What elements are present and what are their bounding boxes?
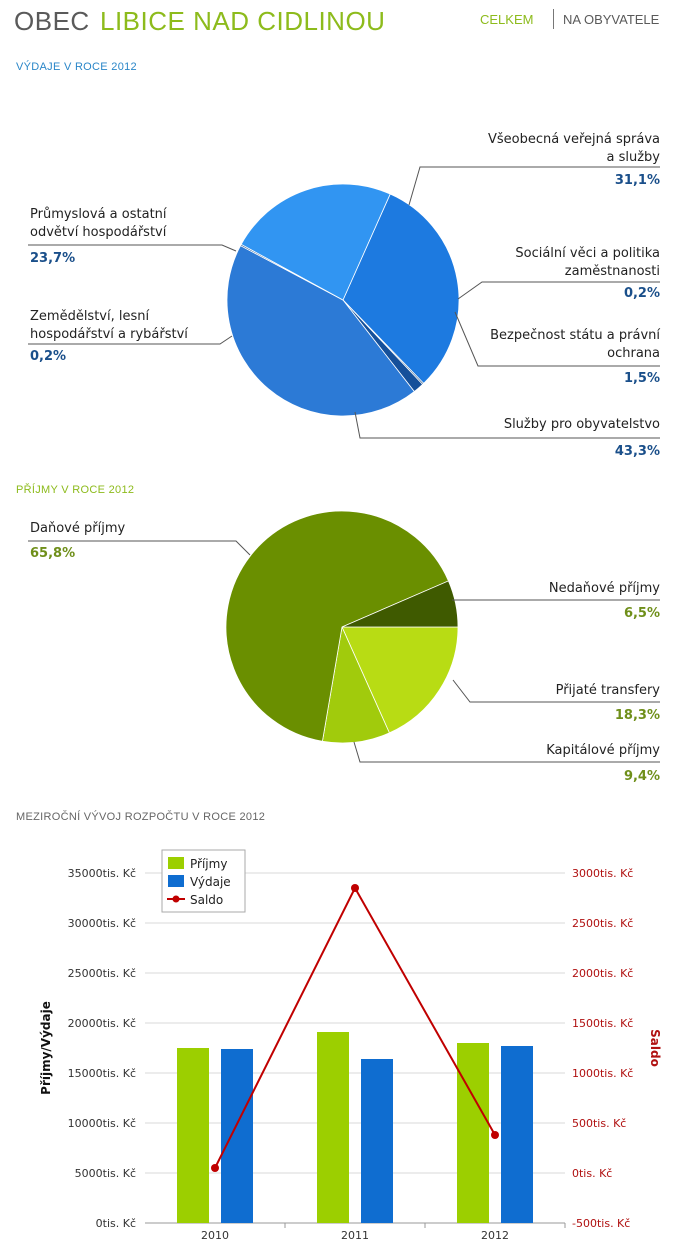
legend-swatch-prijmy xyxy=(168,857,184,869)
bar-vydaje xyxy=(361,1059,393,1223)
income-slice-percent: 18,3% xyxy=(615,708,660,723)
legend-swatch-vydaje xyxy=(168,875,184,887)
legend-swatch-saldo-point xyxy=(172,895,180,903)
expense-slice-percent: 23,7% xyxy=(30,251,75,266)
y-tick-label: 30000tis. Kč xyxy=(68,917,136,930)
expense-leader-line xyxy=(454,311,660,367)
legend-label: Výdaje xyxy=(190,875,231,889)
bar-prijmy xyxy=(457,1043,489,1223)
income-slice-percent: 65,8% xyxy=(30,546,75,561)
y2-tick-label: 3000tis. Kč xyxy=(572,867,633,880)
y2-tick-label: 500tis. Kč xyxy=(572,1117,626,1130)
income-leader-line xyxy=(452,679,660,703)
expense-slice-label: ochrana xyxy=(607,346,660,361)
y-tick-label: 10000tis. Kč xyxy=(68,1117,136,1130)
expense-slice-percent: 0,2% xyxy=(30,349,66,364)
y-tick-label: 35000tis. Kč xyxy=(68,867,136,880)
expense-slice xyxy=(342,193,460,384)
expense-slice-label: Všeobecná veřejná správa xyxy=(488,132,660,147)
x-tick-label: 2010 xyxy=(201,1229,229,1242)
expense-leader-line xyxy=(28,335,233,345)
income-slice-percent: 6,5% xyxy=(624,606,660,621)
y-tick-label: 0tis. Kč xyxy=(96,1217,136,1230)
expense-slice-label: Bezpečnost státu a právní xyxy=(490,328,660,343)
income-slice-percent: 9,4% xyxy=(624,769,660,784)
saldo-point xyxy=(491,1131,499,1139)
y2-tick-label: 2000tis. Kč xyxy=(572,967,633,980)
y2-tick-label: 1500tis. Kč xyxy=(572,1017,633,1030)
expense-slice xyxy=(226,245,415,417)
bar-vydaje xyxy=(221,1049,253,1223)
expense-slice-label: Sociální věci a politika xyxy=(515,246,660,261)
section-title-income: PŘÍJMY V ROCE 2012 xyxy=(16,484,135,496)
x-tick-label: 2011 xyxy=(341,1229,369,1242)
saldo-point xyxy=(211,1164,219,1172)
saldo-point xyxy=(351,884,359,892)
expense-slice-percent: 0,2% xyxy=(624,286,660,301)
expense-leader-line xyxy=(408,166,660,206)
expense-slice-label: zaměstnanosti xyxy=(565,264,660,279)
y-tick-label: 25000tis. Kč xyxy=(68,967,136,980)
expense-leader-line xyxy=(354,411,660,439)
y-axis-title: Příjmy/Výdaje xyxy=(39,1001,53,1095)
income-slice-label: Daňové příjmy xyxy=(30,521,125,536)
income-leader-line xyxy=(28,540,251,556)
expense-leader-line xyxy=(28,244,237,252)
y2-tick-label: 0tis. Kč xyxy=(572,1167,612,1180)
income-leader-line xyxy=(353,741,660,763)
y2-tick-label: -500tis. Kč xyxy=(572,1217,630,1230)
nav-total-link[interactable]: CELKEM xyxy=(480,12,534,27)
expense-slice-label: Průmyslová a ostatní xyxy=(30,207,167,222)
expense-slice-label: Zemědělství, lesní xyxy=(30,309,149,324)
expense-slice-label: Služby pro obyvatelstvo xyxy=(504,417,660,432)
page-title-prefix: OBEC xyxy=(14,6,90,36)
bar-prijmy xyxy=(317,1032,349,1223)
income-slice xyxy=(341,580,459,628)
expense-slice-percent: 1,5% xyxy=(624,371,660,386)
expense-slice-percent: 43,3% xyxy=(615,444,660,459)
section-title-trend: MEZIROČNÍ VÝVOJ ROZPOČTU V ROCE 2012 xyxy=(16,811,266,823)
legend-label: Saldo xyxy=(190,893,223,907)
y2-tick-label: 1000tis. Kč xyxy=(572,1067,633,1080)
bar-vydaje xyxy=(501,1046,533,1223)
income-slice-label: Kapitálové příjmy xyxy=(546,743,660,758)
expense-leader-line xyxy=(457,281,660,300)
expense-slice xyxy=(240,183,391,301)
income-slice-label: Nedaňové příjmy xyxy=(549,581,660,596)
bar-prijmy xyxy=(177,1048,209,1223)
expense-slice-label: odvětví hospodářství xyxy=(30,225,167,240)
nav-per-capita-link[interactable]: NA OBYVATELE xyxy=(563,12,660,27)
nav-separator xyxy=(553,9,554,29)
y2-axis-title: Saldo xyxy=(648,1029,662,1067)
x-tick-label: 2012 xyxy=(481,1229,509,1242)
income-slice xyxy=(225,510,449,742)
y-tick-label: 20000tis. Kč xyxy=(68,1017,136,1030)
y-tick-label: 5000tis. Kč xyxy=(75,1167,136,1180)
saldo-line xyxy=(214,885,496,1169)
income-slice xyxy=(341,626,459,734)
expense-slice-label: hospodářství a rybářství xyxy=(30,327,188,342)
y-tick-label: 15000tis. Kč xyxy=(68,1067,136,1080)
expense-slice-percent: 31,1% xyxy=(615,173,660,188)
y2-tick-label: 2500tis. Kč xyxy=(572,917,633,930)
legend-label: Příjmy xyxy=(190,857,227,871)
expense-slice-label: a služby xyxy=(607,150,661,165)
page-title: LIBICE NAD CIDLINOU xyxy=(100,6,386,36)
section-title-expenses: VÝDAJE V ROCE 2012 xyxy=(16,61,137,73)
income-slice-label: Přijaté transfery xyxy=(556,683,661,698)
